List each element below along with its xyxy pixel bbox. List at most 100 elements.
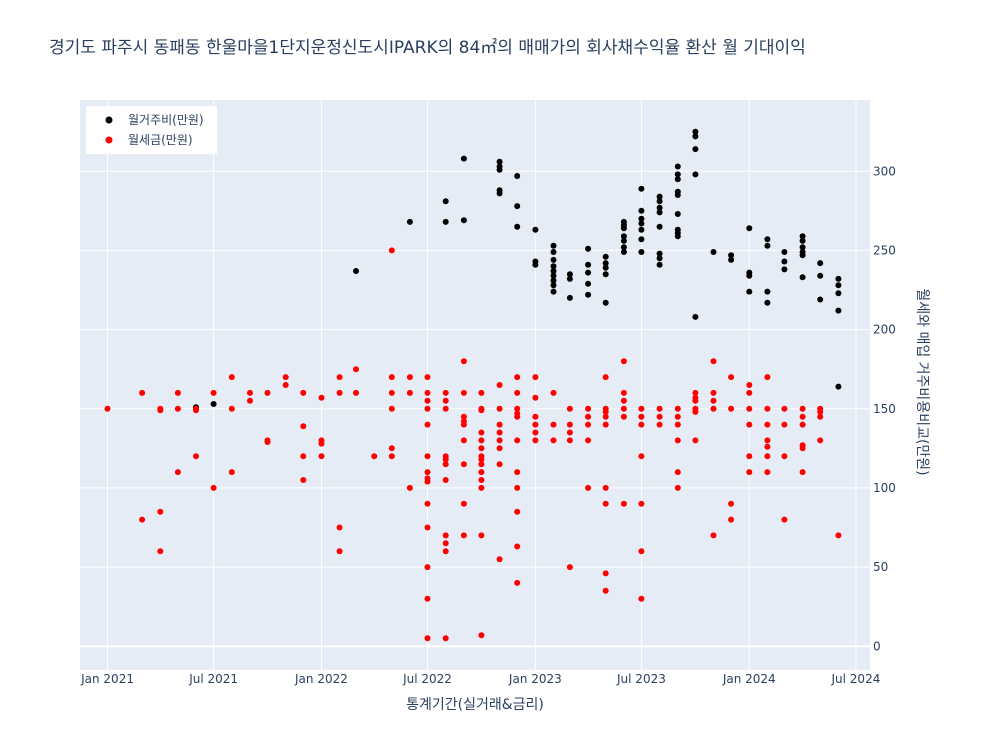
- data-point-series-1[interactable]: [620, 225, 627, 232]
- data-point-series-2[interactable]: [638, 548, 645, 555]
- data-point-series-2[interactable]: [620, 500, 627, 507]
- data-point-series-2[interactable]: [264, 439, 271, 445]
- data-point-series-2[interactable]: [550, 437, 557, 444]
- data-point-series-1[interactable]: [656, 223, 663, 230]
- data-point-series-2[interactable]: [496, 461, 503, 468]
- data-point-series-2[interactable]: [692, 397, 699, 404]
- data-point-series-1[interactable]: [746, 272, 753, 279]
- data-point-series-2[interactable]: [424, 389, 431, 396]
- data-point-series-1[interactable]: [442, 198, 449, 205]
- data-point-series-2[interactable]: [764, 453, 771, 460]
- data-point-series-2[interactable]: [799, 421, 806, 428]
- data-point-series-2[interactable]: [424, 595, 431, 602]
- data-point-series-2[interactable]: [478, 484, 485, 491]
- data-point-series-2[interactable]: [318, 394, 325, 401]
- data-point-series-2[interactable]: [746, 405, 753, 412]
- data-point-series-2[interactable]: [442, 461, 449, 468]
- data-point-series-2[interactable]: [300, 453, 307, 460]
- data-point-series-1[interactable]: [585, 280, 592, 287]
- data-point-series-1[interactable]: [674, 176, 681, 183]
- data-point-series-1[interactable]: [674, 192, 681, 198]
- data-point-series-2[interactable]: [139, 516, 146, 523]
- data-point-series-2[interactable]: [656, 421, 663, 428]
- data-point-series-2[interactable]: [460, 389, 467, 396]
- data-point-series-1[interactable]: [602, 271, 609, 278]
- data-point-series-2[interactable]: [104, 405, 111, 412]
- data-point-series-1[interactable]: [799, 233, 806, 240]
- data-point-series-2[interactable]: [514, 374, 521, 381]
- data-point-series-2[interactable]: [478, 407, 485, 414]
- data-point-series-1[interactable]: [496, 166, 503, 173]
- data-point-series-2[interactable]: [566, 437, 573, 444]
- data-point-series-2[interactable]: [817, 413, 824, 420]
- data-point-series-2[interactable]: [817, 408, 824, 415]
- data-point-series-2[interactable]: [371, 453, 378, 460]
- data-point-series-2[interactable]: [728, 516, 735, 523]
- data-point-series-2[interactable]: [620, 397, 627, 404]
- data-point-series-1[interactable]: [656, 198, 663, 205]
- legend[interactable]: 월거주비(만원) 월세금(만원): [86, 106, 217, 154]
- data-point-series-2[interactable]: [424, 635, 431, 642]
- data-point-series-2[interactable]: [514, 579, 521, 586]
- data-point-series-2[interactable]: [728, 405, 735, 412]
- data-point-series-1[interactable]: [550, 288, 557, 295]
- data-point-series-2[interactable]: [388, 445, 395, 452]
- data-point-series-2[interactable]: [746, 469, 753, 476]
- data-point-series-2[interactable]: [174, 469, 181, 476]
- data-point-series-2[interactable]: [602, 421, 609, 428]
- data-point-series-2[interactable]: [550, 389, 557, 396]
- data-point-series-1[interactable]: [566, 271, 573, 278]
- data-point-series-1[interactable]: [746, 225, 753, 232]
- data-point-series-1[interactable]: [656, 204, 663, 211]
- data-point-series-2[interactable]: [318, 453, 325, 460]
- data-point-series-2[interactable]: [388, 405, 395, 412]
- data-point-series-2[interactable]: [746, 453, 753, 460]
- data-point-series-2[interactable]: [746, 382, 753, 388]
- data-point-series-2[interactable]: [764, 374, 771, 381]
- data-point-series-2[interactable]: [602, 484, 609, 491]
- data-point-series-2[interactable]: [638, 500, 645, 507]
- data-point-series-1[interactable]: [764, 236, 771, 243]
- data-point-series-1[interactable]: [799, 252, 806, 259]
- data-point-series-2[interactable]: [496, 445, 503, 452]
- data-point-series-1[interactable]: [692, 146, 699, 153]
- data-point-series-1[interactable]: [620, 237, 627, 244]
- data-point-series-2[interactable]: [602, 570, 609, 577]
- data-point-series-2[interactable]: [835, 532, 842, 539]
- data-point-series-1[interactable]: [602, 299, 609, 306]
- data-point-series-2[interactable]: [496, 437, 503, 444]
- data-point-series-2[interactable]: [496, 556, 503, 563]
- data-point-series-2[interactable]: [692, 437, 699, 444]
- data-point-series-1[interactable]: [550, 263, 557, 270]
- data-point-series-2[interactable]: [817, 437, 824, 444]
- data-point-series-1[interactable]: [835, 383, 842, 390]
- data-point-series-2[interactable]: [424, 405, 431, 412]
- data-point-series-2[interactable]: [781, 421, 788, 428]
- data-point-series-2[interactable]: [460, 413, 467, 420]
- data-point-series-2[interactable]: [478, 461, 485, 468]
- data-point-series-2[interactable]: [424, 374, 431, 381]
- data-point-series-2[interactable]: [781, 516, 788, 523]
- data-point-series-1[interactable]: [550, 256, 557, 263]
- data-point-series-2[interactable]: [638, 453, 645, 460]
- data-point-series-1[interactable]: [710, 249, 717, 255]
- data-point-series-1[interactable]: [602, 260, 609, 267]
- data-point-series-2[interactable]: [424, 478, 431, 485]
- data-point-series-2[interactable]: [460, 421, 467, 428]
- data-point-series-2[interactable]: [638, 413, 645, 420]
- data-point-series-2[interactable]: [764, 405, 771, 412]
- data-point-series-1[interactable]: [460, 217, 467, 224]
- data-point-series-2[interactable]: [442, 456, 449, 463]
- data-point-series-1[interactable]: [585, 269, 592, 276]
- data-point-series-2[interactable]: [799, 413, 806, 420]
- data-point-series-2[interactable]: [620, 358, 627, 365]
- data-point-series-2[interactable]: [710, 358, 717, 365]
- data-point-series-2[interactable]: [585, 484, 592, 491]
- data-point-series-1[interactable]: [692, 313, 699, 320]
- data-point-series-2[interactable]: [478, 456, 485, 463]
- data-point-series-2[interactable]: [406, 484, 413, 491]
- data-point-series-2[interactable]: [406, 389, 413, 396]
- data-point-series-1[interactable]: [550, 277, 557, 284]
- data-point-series-2[interactable]: [157, 548, 164, 555]
- data-point-series-2[interactable]: [710, 397, 717, 404]
